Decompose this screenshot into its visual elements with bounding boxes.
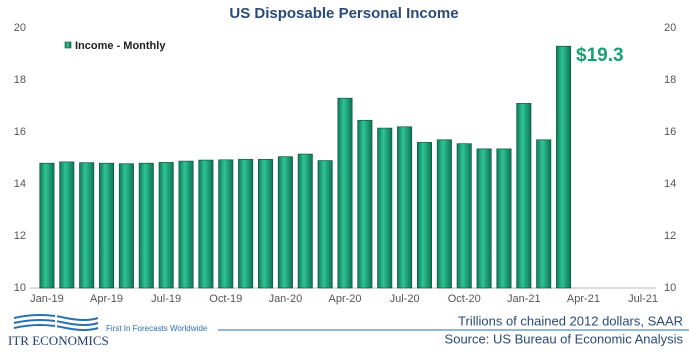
y2-tick-label: 14 [664,178,676,190]
bar [138,162,154,289]
bar [238,158,254,289]
bar [218,159,234,289]
chart-title: US Disposable Personal Income [229,5,458,22]
legend-label: Income - Monthly [75,40,166,52]
x-tick-label: Jan-19 [30,293,64,305]
y-tick-label: 18 [14,74,26,86]
bar [377,127,393,289]
y-tick-label: 10 [14,282,26,294]
legend-swatch [64,41,72,49]
bar [556,45,572,289]
bar [357,119,373,289]
y2-tick-label: 18 [664,74,676,86]
bar [516,103,532,289]
bar [317,160,333,289]
bar [79,162,95,289]
logo [13,314,99,332]
y2-tick-label: 20 [664,22,676,34]
bar [39,162,55,289]
bar [536,139,552,289]
units-note: Trillions of chained 2012 dollars, SAAR [458,313,683,328]
x-tick-label: Jan-21 [507,293,541,305]
bar [456,143,472,289]
bar [476,148,492,289]
y-tick-label: 20 [14,22,26,34]
y-tick-label: 12 [14,230,26,242]
bar [436,139,452,289]
x-tick-label: Oct-19 [209,293,242,305]
y2-tick-label: 16 [664,126,676,138]
bar [416,142,432,289]
x-tick-label: Apr-19 [90,293,123,305]
x-tick-label: Oct-20 [448,293,481,305]
x-tick-label: Apr-20 [328,293,361,305]
bar [158,162,174,289]
bar [397,126,413,289]
y2-tick-label: 10 [664,282,676,294]
bar [178,160,194,289]
x-tick-label: Jul-21 [628,293,658,305]
bar [297,153,313,289]
tagline: First In Forecasts Worldwide [106,324,208,333]
bar [198,159,214,289]
bar [277,156,293,289]
annotation: $19.3 [576,45,624,66]
source: Source: US Bureau of Economic Analysis [445,331,684,346]
y-tick-label: 14 [14,178,26,190]
bar [99,162,115,289]
y2-tick-label: 12 [664,230,676,242]
bar [118,163,134,289]
x-tick-label: Jul-20 [390,293,420,305]
bar [258,158,274,289]
bar [337,97,353,289]
bar [496,148,512,289]
bar [59,161,75,289]
x-tick-label: Jul-19 [151,293,181,305]
brand: ITR ECONOMICS [8,333,109,348]
x-tick-label: Apr-21 [567,293,600,305]
y-tick-label: 16 [14,126,26,138]
x-tick-label: Jan-20 [269,293,303,305]
